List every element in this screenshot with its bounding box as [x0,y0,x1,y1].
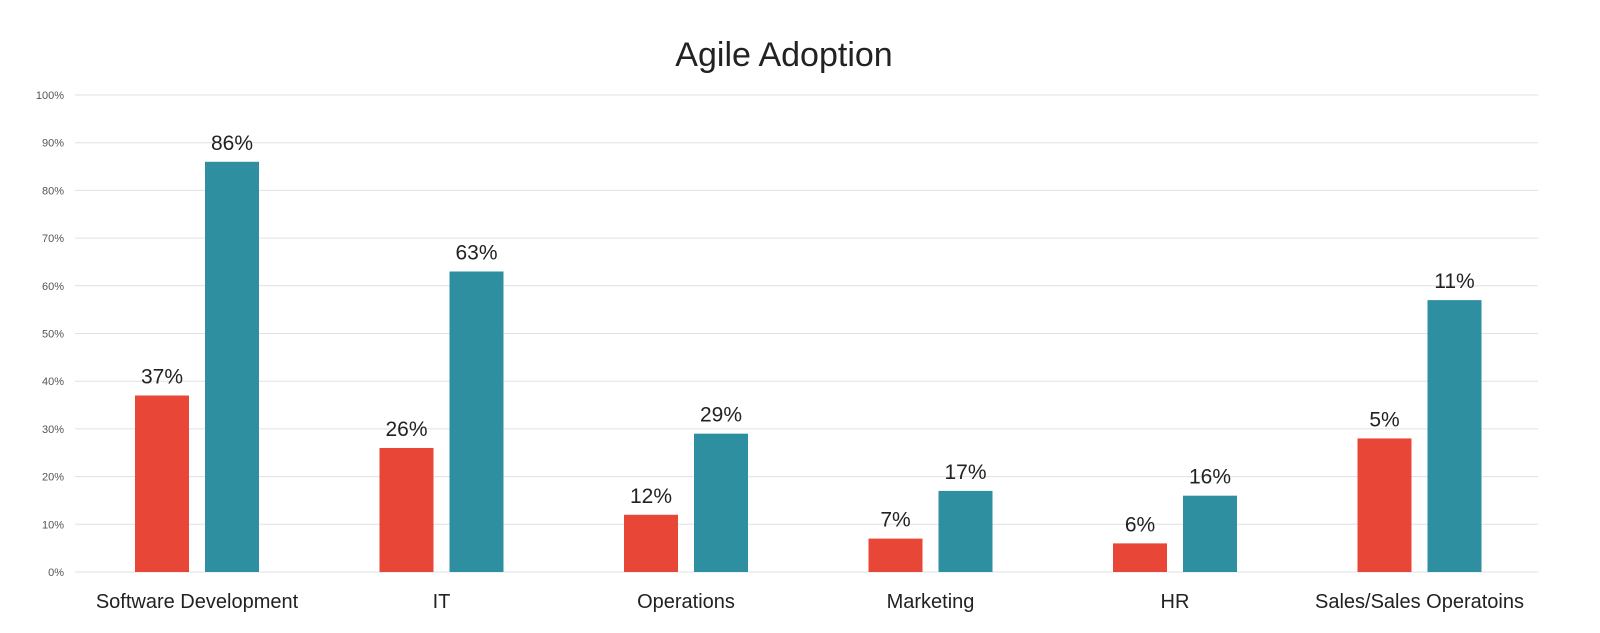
data-label: 26% [385,418,427,441]
bar [938,490,993,572]
bar [449,271,504,572]
data-label: 29% [700,404,742,427]
data-label: 63% [455,241,497,264]
bar [1183,495,1237,572]
y-tick-label: 60% [42,281,64,293]
data-label: 12% [630,485,672,508]
chart-title: Agile Adoption [675,36,892,74]
x-tick-label: HR [1161,591,1190,613]
data-label: 6% [1125,513,1155,536]
y-tick-label: 80% [42,185,64,197]
bar [1113,543,1167,572]
y-tick-label: 10% [42,519,64,531]
bar [868,538,923,572]
bar [1357,438,1412,572]
data-label: 37% [141,366,183,389]
data-label: 5% [1369,408,1399,431]
bar [624,514,678,572]
x-tick-label: Sales/Sales Operatoins [1315,591,1524,613]
x-tick-label: IT [433,591,451,613]
x-tick-label: Software Development [96,591,299,613]
y-tick-label: 50% [42,329,64,341]
y-tick-label: 0% [48,567,64,579]
x-tick-label: Operations [637,591,735,613]
y-tick-label: 100% [36,90,64,102]
data-label: 16% [1189,466,1231,489]
bar [135,395,189,572]
x-tick-label: Marketing [887,591,975,613]
bar [379,447,434,572]
bar [205,161,259,572]
data-label: 86% [211,132,253,155]
data-label: 11% [1434,270,1474,293]
y-tick-label: 30% [42,424,64,436]
y-tick-label: 20% [42,472,64,484]
y-tick-label: 90% [42,138,64,150]
data-label: 7% [880,509,910,532]
y-tick-label: 40% [42,376,64,388]
y-tick-label: 70% [42,233,64,245]
bar [1427,300,1482,572]
bar [694,433,748,572]
data-label: 17% [944,461,986,484]
